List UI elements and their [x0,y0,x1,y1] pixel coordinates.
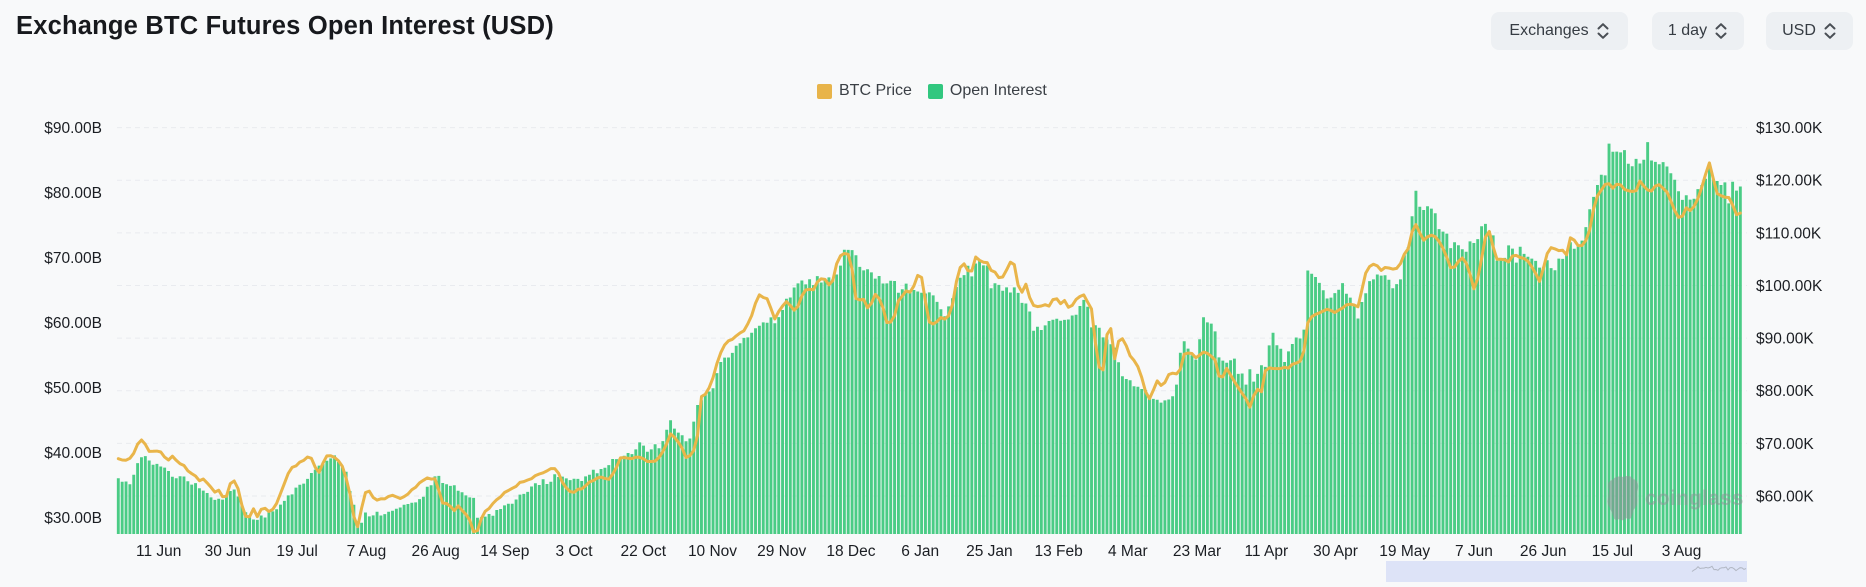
svg-text:$70.00B: $70.00B [44,250,102,267]
svg-text:13 Feb: 13 Feb [1034,543,1082,560]
svg-text:$80.00B: $80.00B [44,185,102,202]
svg-text:$100.00K: $100.00K [1756,278,1823,295]
svg-text:30 Apr: 30 Apr [1313,543,1358,560]
svg-text:$90.00K: $90.00K [1756,331,1814,348]
svg-text:$60.00K: $60.00K [1756,489,1814,506]
svg-text:14 Sep: 14 Sep [480,543,529,560]
svg-text:6 Jan: 6 Jan [901,543,939,560]
svg-text:coinglass: coinglass [1645,487,1744,510]
svg-text:11 Jun: 11 Jun [136,543,181,560]
svg-text:3 Oct: 3 Oct [555,543,593,560]
svg-text:$130.00K: $130.00K [1756,120,1823,137]
svg-text:26 Jun: 26 Jun [1520,543,1567,560]
svg-text:$30.00B: $30.00B [44,510,102,527]
svg-text:18 Dec: 18 Dec [826,543,875,560]
svg-text:$70.00K: $70.00K [1756,436,1814,453]
svg-text:7 Jun: 7 Jun [1455,543,1493,560]
svg-text:10 Nov: 10 Nov [688,543,737,560]
svg-text:$60.00B: $60.00B [44,315,102,332]
svg-text:$50.00B: $50.00B [44,380,102,397]
svg-text:7 Aug: 7 Aug [347,543,387,560]
svg-text:3 Aug: 3 Aug [1662,543,1702,560]
svg-text:15 Jul: 15 Jul [1592,543,1633,560]
svg-text:30 Jun: 30 Jun [205,543,252,560]
svg-text:$110.00K: $110.00K [1756,225,1822,242]
svg-text:$80.00K: $80.00K [1756,383,1814,400]
svg-text:$90.00B: $90.00B [44,120,102,137]
svg-text:4 Mar: 4 Mar [1108,543,1148,560]
svg-text:19 May: 19 May [1379,543,1430,560]
svg-text:29 Nov: 29 Nov [757,543,806,560]
svg-text:26 Aug: 26 Aug [411,543,459,560]
svg-text:$120.00K: $120.00K [1756,173,1823,190]
svg-text:25 Jan: 25 Jan [966,543,1013,560]
svg-text:22 Oct: 22 Oct [620,543,666,560]
svg-text:19 Jul: 19 Jul [276,543,317,560]
svg-text:$40.00B: $40.00B [44,445,102,462]
svg-text:11 Apr: 11 Apr [1244,543,1288,560]
svg-text:23 Mar: 23 Mar [1173,543,1221,560]
